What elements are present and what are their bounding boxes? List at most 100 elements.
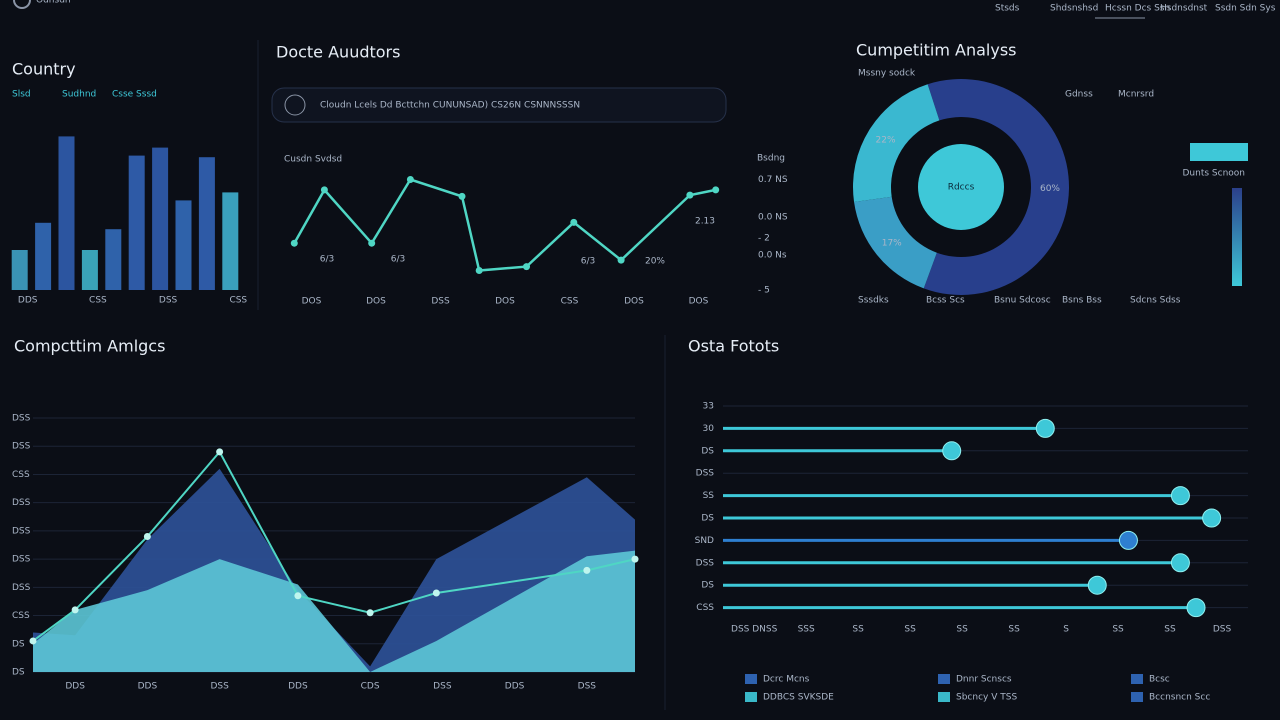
- point: [458, 192, 466, 200]
- dot: [1170, 553, 1190, 573]
- donut-segment: [854, 196, 937, 289]
- banner-icon: [284, 94, 306, 116]
- x-tick-label: DOS: [302, 297, 322, 307]
- bar: [81, 250, 98, 290]
- x-tick-label: DDS: [65, 682, 85, 692]
- x-tick-label: SSS: [798, 625, 815, 635]
- search-banner: [271, 87, 727, 123]
- x-tick-label: DSS: [431, 297, 450, 307]
- legend-item: Dcrc Mcns: [763, 675, 810, 685]
- dot: [1118, 530, 1138, 550]
- nav-item: Hsdnsdnst: [1160, 4, 1208, 14]
- point: [686, 191, 694, 199]
- bar: [198, 157, 215, 290]
- bar: [152, 147, 169, 290]
- bar: [128, 155, 145, 290]
- legend-swatch: [1190, 143, 1248, 161]
- y-tick-label: DS: [701, 514, 714, 524]
- x-tick-label: CSS: [561, 297, 579, 307]
- x-tick-label: DDS: [138, 682, 158, 692]
- y-tick-label: DS: [701, 581, 714, 591]
- x-tick-label: SS: [1164, 625, 1176, 635]
- legend-swatch: [938, 692, 950, 702]
- nav-item: Hcssn Dcs Ssn: [1105, 4, 1170, 14]
- y-tick-label: DSS: [12, 442, 31, 452]
- y-tick-label: DS: [12, 639, 25, 649]
- logo: [13, 0, 31, 9]
- x-tick-label: DOS: [495, 297, 515, 307]
- legend-item: Bccnsncn Scc: [1149, 693, 1210, 703]
- legend-item: Mcnrsrd: [1118, 90, 1154, 100]
- point: [143, 533, 151, 541]
- dot: [942, 441, 962, 461]
- y-axis-label: Cusdn Svdsd: [284, 155, 342, 165]
- legend-item: DDBCS SVKSDE: [763, 693, 834, 703]
- x-tick-label: DSS DNSS: [731, 625, 778, 635]
- data-label: 17%: [882, 238, 902, 248]
- annotation: 2.13: [695, 217, 715, 227]
- bar: [175, 200, 192, 290]
- y2-tick-label: 0.0 NS: [758, 213, 788, 223]
- nav-item: Stsds: [995, 4, 1020, 14]
- donut-segment: [852, 84, 940, 203]
- chart-title: Compcttim Amlgcs: [14, 337, 165, 356]
- dot: [1186, 598, 1206, 618]
- x-tick-label: CSS: [229, 296, 247, 306]
- legend-swatch: [745, 692, 757, 702]
- legend-item: Dnnr Scnscs: [956, 675, 1012, 685]
- x-tick-label: DSS: [159, 296, 178, 306]
- legend-swatch: [1131, 674, 1143, 684]
- chart-title: Docte Auudtors: [276, 43, 400, 62]
- y-tick-label: SS: [703, 491, 715, 501]
- legend-item: Gdnss: [1065, 90, 1093, 100]
- x-tick-label: DDS: [288, 682, 308, 692]
- y-tick-label: DS: [12, 668, 25, 678]
- area: [33, 550, 635, 672]
- donut-segment: [923, 78, 1070, 296]
- x-tick-label: DSS: [1213, 625, 1232, 635]
- annotation: 6/3: [581, 257, 595, 267]
- point: [631, 555, 639, 563]
- data-label: 22%: [876, 135, 896, 145]
- chart-title: Osta Fotots: [688, 337, 779, 356]
- legend-swatch: [1131, 692, 1143, 702]
- legend-swatch: [938, 674, 950, 684]
- dot: [1202, 508, 1222, 528]
- brand: Odnsdn: [36, 0, 71, 6]
- y-tick-label: CSS: [12, 611, 30, 621]
- y-tick-label: DSS: [12, 414, 31, 424]
- y-tick-label: DSS: [12, 583, 31, 593]
- legend-item: Slsd: [12, 90, 31, 100]
- y-tick-label: CSS: [696, 603, 714, 613]
- bar: [11, 250, 28, 290]
- nav-item: Shdsnshsd: [1050, 4, 1098, 14]
- x-tick-label: CSS: [89, 296, 107, 306]
- center-disc: [918, 144, 1004, 230]
- footer-label: Bsns Bss: [1062, 296, 1102, 306]
- point: [570, 218, 578, 226]
- annotation: 20%: [645, 257, 665, 267]
- y2-tick-label: 0.7 NS: [758, 175, 788, 185]
- x-tick-label: DDS: [505, 682, 525, 692]
- point: [320, 186, 328, 194]
- bar: [58, 136, 75, 290]
- y-tick-label: SND: [695, 536, 714, 546]
- x-tick-label: DOS: [366, 297, 386, 307]
- point: [432, 589, 440, 597]
- y-tick-label: DSS: [696, 558, 715, 568]
- footer-label: Bsnu Sdcosc: [994, 296, 1051, 306]
- x-tick-label: SS: [956, 625, 968, 635]
- x-tick-label: CDS: [361, 682, 380, 692]
- point: [406, 176, 414, 183]
- point: [290, 239, 298, 247]
- point: [216, 448, 224, 456]
- y-tick-label: 30: [703, 424, 715, 434]
- data-label: 60%: [1040, 184, 1060, 194]
- bar: [35, 222, 52, 290]
- bar: [105, 229, 122, 290]
- legend-swatch: [745, 674, 757, 684]
- dot: [1170, 486, 1190, 506]
- legend-item: Csse Sssd: [112, 90, 157, 100]
